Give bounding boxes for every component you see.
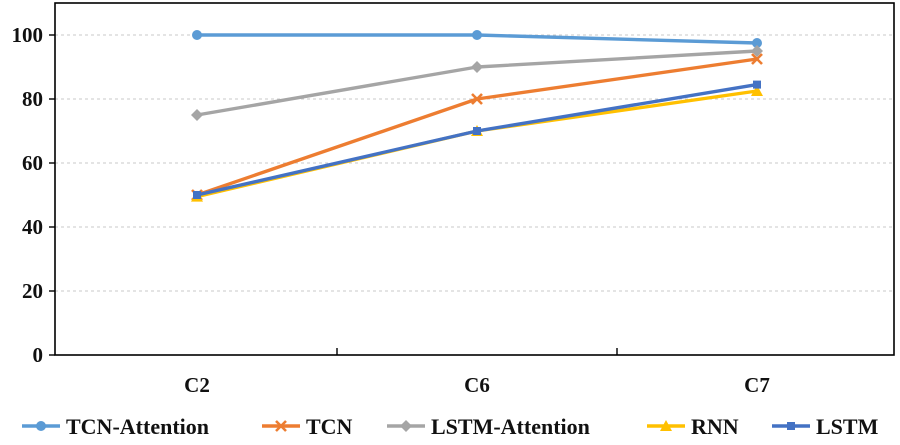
legend-label-tcn: TCN: [306, 414, 353, 439]
point-tcn-c7: [751, 53, 763, 65]
point-lstm-c7: [753, 80, 761, 89]
legend-label-lstm-attention: LSTM-Attention: [431, 414, 590, 439]
legend-item-lstm-attention: LSTM-Attention: [387, 414, 590, 439]
point-lstm-attention-c7: [751, 45, 763, 57]
point-tcn-attention-c7: [752, 38, 762, 48]
plot-area-border: [54, 2, 895, 356]
series-layer: [191, 30, 763, 202]
legend-label-lstm: LSTM: [816, 414, 879, 439]
y-tick-label-60: 60: [22, 151, 43, 175]
legend-item-lstm: LSTM: [772, 414, 879, 439]
series-lstm-attention: [191, 45, 763, 121]
point-lstm-attention-c6: [471, 61, 483, 73]
series-tcn-attention: [192, 30, 762, 48]
point-tcn-attention-c6: [472, 30, 482, 40]
legend-marker-tcn-stroke-b: [275, 420, 287, 432]
series-lstm: [193, 80, 761, 199]
legend-marker-lstm-attention: [400, 420, 412, 432]
y-tick-label-0: 0: [33, 343, 44, 367]
x-tick-label-C7: C7: [744, 373, 770, 397]
y-tick-label-80: 80: [22, 87, 43, 111]
x-tick-label-C6: C6: [464, 373, 490, 397]
point-lstm-attention-c2: [191, 109, 203, 121]
axis-layer: 0 20 40 60 80 100 C2 C6 C7: [12, 23, 770, 397]
legend-marker-rnn: [660, 420, 672, 431]
point-rnn-c7: [751, 85, 763, 96]
legend-item-rnn: RNN: [647, 414, 739, 439]
legend-label-tcn-attention: TCN-Attention: [66, 414, 209, 439]
point-tcn-attention-c2: [192, 30, 202, 40]
y-tick-label-20: 20: [22, 279, 43, 303]
point-tcn-c7-stroke-b: [751, 53, 763, 65]
legend-marker-lstm: [787, 422, 795, 430]
legend-label-rnn: RNN: [691, 414, 739, 439]
point-tcn-c6: [471, 93, 483, 105]
y-tick-label-40: 40: [22, 215, 43, 239]
legend-marker-tcn: [275, 420, 287, 432]
legend-item-tcn: TCN: [262, 414, 353, 439]
legend-marker-tcn-attention: [36, 421, 46, 431]
point-tcn-c6-stroke-b: [471, 93, 483, 105]
legend-item-tcn-attention: TCN-Attention: [22, 414, 209, 439]
point-lstm-c6: [473, 127, 481, 135]
x-tick-label-C2: C2: [184, 373, 210, 397]
point-lstm-c2: [193, 191, 201, 199]
y-tick-label-100: 100: [12, 23, 44, 47]
legend: TCN-Attention TCN LSTM-Attention RNN LSTM: [22, 414, 879, 439]
